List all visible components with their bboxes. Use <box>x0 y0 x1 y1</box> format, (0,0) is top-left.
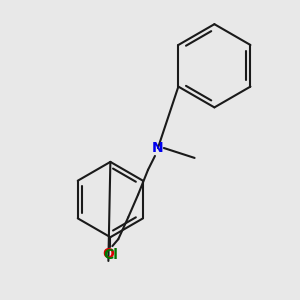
Text: N: N <box>152 141 164 155</box>
Text: Cl: Cl <box>103 248 118 262</box>
Text: O: O <box>103 247 114 261</box>
